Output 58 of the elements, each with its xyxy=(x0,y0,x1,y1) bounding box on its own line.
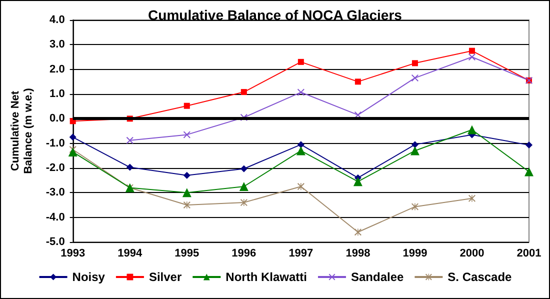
point xyxy=(354,228,362,236)
x-tick-label: 2001 xyxy=(516,248,542,260)
x-tick-label: 1996 xyxy=(232,248,256,260)
y-tick-label: -3.0 xyxy=(46,186,65,199)
y-tick-label: 2.0 xyxy=(50,63,65,76)
point xyxy=(410,146,420,156)
point xyxy=(297,183,304,190)
x-tick-label: 1994 xyxy=(118,248,143,260)
y-tick-label: -1.0 xyxy=(46,137,65,150)
y-tick-label: -2.0 xyxy=(46,162,65,174)
point xyxy=(183,172,190,179)
y-tick-label: 3.0 xyxy=(50,38,65,51)
point xyxy=(468,48,475,54)
point xyxy=(240,199,248,206)
y-tick-label: 0.0 xyxy=(50,112,65,125)
point xyxy=(126,164,134,171)
x-tick-label: 2000 xyxy=(460,248,484,260)
point xyxy=(296,146,306,156)
x-tick-label: 1998 xyxy=(346,248,370,260)
x-tick-label: 1997 xyxy=(288,248,314,260)
legend-label: Sandalee xyxy=(350,270,404,284)
point xyxy=(184,102,190,109)
y-axis-title: Cumulative Net Balance (m w.e.) xyxy=(10,88,34,174)
legend-label: North Klawatti xyxy=(226,270,307,284)
point xyxy=(468,194,476,202)
x-tick-label: 1995 xyxy=(174,248,200,260)
point xyxy=(524,167,534,176)
point xyxy=(69,134,76,141)
point xyxy=(126,136,134,144)
point xyxy=(240,165,248,172)
legend-label: Noisy xyxy=(72,270,106,284)
legend-label: S. Cascade xyxy=(448,270,512,284)
y-tick-label: -5.0 xyxy=(46,236,65,248)
x-tick-label: 1993 xyxy=(60,248,86,260)
point xyxy=(240,89,247,96)
point xyxy=(412,60,418,66)
point xyxy=(411,74,418,82)
chart-title: Cumulative Balance of NOCA Glaciers xyxy=(148,7,402,23)
y-tick-label: 1.0 xyxy=(50,88,65,100)
point xyxy=(297,88,304,96)
point xyxy=(468,54,476,60)
point xyxy=(526,142,532,149)
point xyxy=(182,188,192,198)
y-tick-label: 4.0 xyxy=(50,14,65,26)
point xyxy=(239,182,248,191)
legend-label: Silver xyxy=(148,270,182,284)
point xyxy=(411,203,418,210)
point xyxy=(297,141,304,148)
x-tick-label: 1999 xyxy=(402,248,428,260)
point xyxy=(411,141,418,148)
point xyxy=(68,147,78,156)
point xyxy=(353,177,362,186)
point xyxy=(298,58,304,65)
point xyxy=(183,131,190,138)
point xyxy=(354,78,361,85)
point xyxy=(183,202,190,208)
y-tick-label: -4.0 xyxy=(46,211,65,224)
point xyxy=(467,125,476,134)
